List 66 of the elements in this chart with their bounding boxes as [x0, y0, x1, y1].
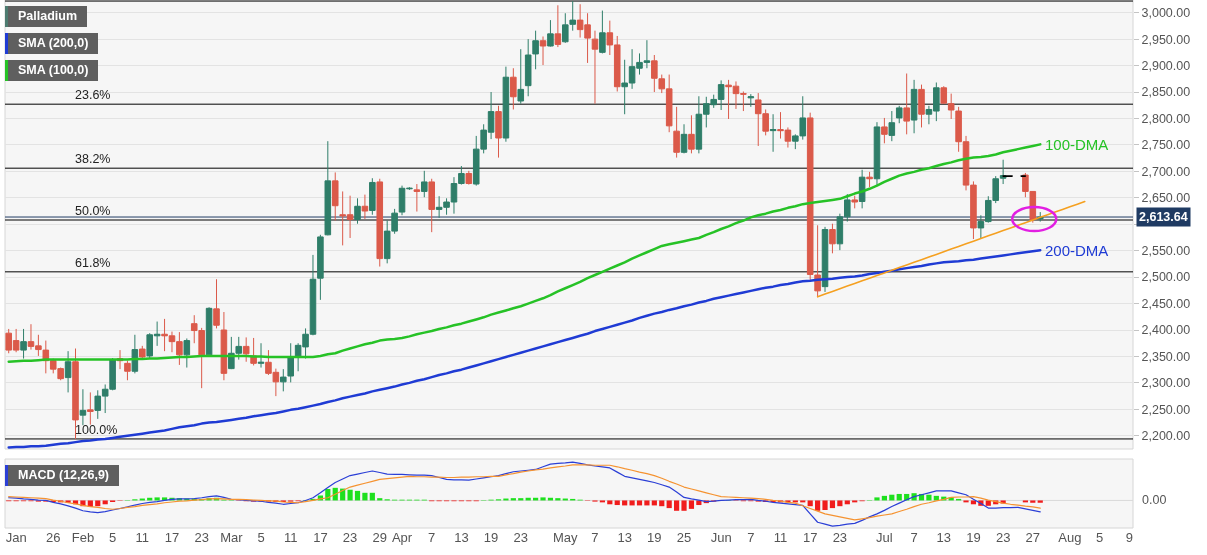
y-tick-label: 2,500.00 [1141, 270, 1191, 285]
x-tick-label: Aug [1058, 530, 1082, 545]
legend-label: SMA (200,0) [5, 33, 99, 54]
x-tick-label: 17 [802, 530, 818, 545]
x-tick-label: 23 [342, 530, 358, 545]
x-tick-label: Jul [876, 530, 893, 545]
y-tick-label: 2,250.00 [1141, 402, 1191, 417]
ref-line-label: 2,613.64 [1139, 210, 1188, 224]
legend-label: MACD (12,26,9) [5, 465, 119, 486]
y-tick-label: 2,900.00 [1141, 58, 1191, 73]
x-tick-label: 17 [164, 530, 180, 545]
annotation: 50.0% [75, 204, 111, 218]
y-tick-label: 2,700.00 [1141, 164, 1191, 179]
y-tick-label: 2,200.00 [1141, 429, 1191, 444]
x-tick-label: 7 [747, 530, 755, 545]
x-tick-label: 23 [194, 530, 209, 545]
y-tick-label: 2,300.00 [1141, 376, 1191, 391]
legend-label: SMA (100,0) [5, 60, 99, 81]
x-tick-label: 7 [428, 530, 436, 545]
y-tick-label: 2,350.00 [1141, 349, 1191, 364]
x-tick-label: Jan [5, 530, 27, 545]
y-tick-label: 2,800.00 [1141, 111, 1191, 126]
x-tick-label: 13 [454, 530, 469, 545]
y-tick-label: 2,400.00 [1141, 323, 1191, 338]
x-tick-label: Feb [71, 530, 95, 545]
text: Palladium [5, 6, 88, 27]
y-tick-label: 2,750.00 [1141, 138, 1191, 153]
x-tick-label: 26 [46, 530, 61, 545]
x-tick-label: 23 [995, 530, 1011, 545]
y-tick-label: 2,550.00 [1141, 244, 1191, 259]
x-tick-label: 13 [936, 530, 951, 545]
x-tick-label: 7 [910, 530, 918, 545]
x-tick-label: 7 [591, 530, 599, 545]
annotation: 100-DMA [1045, 136, 1109, 153]
annotation: 100.0% [75, 423, 118, 437]
x-tick-label: 19 [647, 530, 662, 545]
x-tick-label: 13 [617, 530, 632, 545]
x-tick-label: 11 [773, 530, 788, 545]
annotation: 200-DMA [1045, 242, 1109, 259]
x-tick-label: 19 [483, 530, 499, 545]
x-tick-label: 19 [966, 530, 981, 545]
y-tick-label: 2,850.00 [1141, 85, 1191, 100]
ref-line-label: 0.00 [1142, 493, 1167, 507]
x-tick-label: 9 [1125, 530, 1133, 545]
x-tick-label: 23 [832, 530, 848, 545]
x-tick-label: 23 [513, 530, 528, 545]
annotation: 23.6% [75, 88, 111, 102]
annotation: 38.2% [75, 152, 111, 166]
x-tick-label: 17 [313, 530, 328, 545]
x-tick-label: 27 [1025, 530, 1041, 545]
annotation: 61.8% [75, 256, 111, 270]
x-tick-label: 29 [372, 530, 387, 545]
x-tick-label: 5 [1095, 530, 1104, 545]
y-tick-label: 2,950.00 [1141, 32, 1191, 47]
x-tick-label: 5 [257, 530, 265, 545]
x-tick-label: Jun [710, 530, 732, 545]
x-tick-label: Apr [391, 530, 413, 545]
x-tick-label: 11 [135, 530, 150, 545]
x-tick-label: Mar [220, 530, 244, 545]
x-tick-label: May [553, 530, 579, 545]
x-tick-label: 11 [283, 530, 298, 545]
y-tick-label: 2,450.00 [1141, 296, 1191, 311]
x-tick-label: 25 [676, 530, 692, 545]
x-tick-label: 5 [108, 530, 117, 545]
y-tick-label: 3,000.00 [1141, 6, 1191, 21]
y-tick-label: 2,650.00 [1141, 191, 1191, 206]
